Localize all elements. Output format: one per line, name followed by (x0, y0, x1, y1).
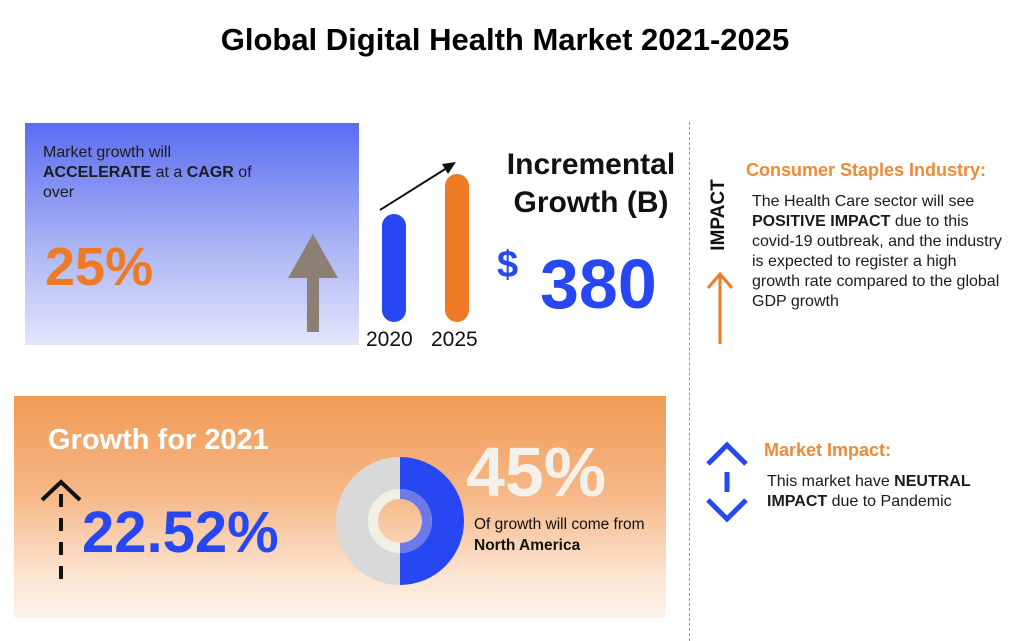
page-title: Global Digital Health Market 2021-2025 (220, 22, 790, 57)
cagr-bold-cagr: CAGR (186, 164, 234, 181)
incremental-value: 380 (540, 245, 657, 323)
consumer-text-1: The Health Care sector will see (752, 193, 975, 210)
year-label-2025: 2025 (431, 328, 478, 351)
cagr-text-3: of over (43, 164, 252, 201)
na-region: North America (474, 537, 581, 554)
cagr-text-2: at a (151, 164, 187, 181)
up-arrow-icon (288, 234, 338, 332)
neutral-arrows-icon (706, 441, 748, 523)
impact-label-text: IMPACT (708, 179, 729, 251)
bar-2020 (382, 214, 406, 322)
cagr-bold-accelerate: ACCELERATE (43, 164, 152, 181)
north-america-text: Of growth will come from North America (474, 514, 654, 556)
na-description: Of growth will come from (474, 516, 645, 533)
market-impact-text: This market have NEUTRAL IMPACT due to P… (767, 472, 1007, 512)
donut-inner-slice (400, 489, 432, 553)
incremental-title: Incremental Growth (B) (506, 148, 676, 219)
currency-symbol: $ (497, 244, 519, 286)
vertical-divider (689, 122, 690, 641)
market-impact-title: Market Impact: (764, 440, 892, 460)
north-america-percent: 45% (466, 433, 607, 511)
market-text-1: This market have (767, 473, 895, 490)
trend-arrow-icon (379, 162, 456, 211)
cagr-value: 25% (45, 237, 154, 297)
consumer-bold: POSITIVE IMPACT (752, 213, 891, 230)
consumer-staples-text: The Health Care sector will see POSITIVE… (752, 192, 1002, 312)
cagr-description: Market growth will ACCELERATE at a CAGR o… (43, 143, 283, 203)
year-label-2020: 2020 (366, 328, 413, 351)
consumer-text-2: due to this covid-19 outbreak, and the i… (752, 213, 1002, 310)
impact-vertical-label: IMPACT (706, 176, 732, 254)
consumer-staples-title: Consumer Staples Industry: (746, 160, 987, 180)
cagr-text-1: Market growth will (43, 144, 172, 161)
market-text-2: due to Pandemic (827, 493, 952, 510)
dashed-up-arrow-icon (40, 479, 82, 580)
orange-up-arrow-icon (706, 271, 734, 344)
donut-chart (336, 457, 464, 585)
market-bold: NEUTRAL IMPACT (767, 473, 971, 510)
bar-2025 (445, 174, 469, 322)
growth-title: Growth for 2021 (48, 424, 269, 456)
growth-value: 22.52% (82, 500, 279, 565)
cagr-card (25, 123, 359, 345)
